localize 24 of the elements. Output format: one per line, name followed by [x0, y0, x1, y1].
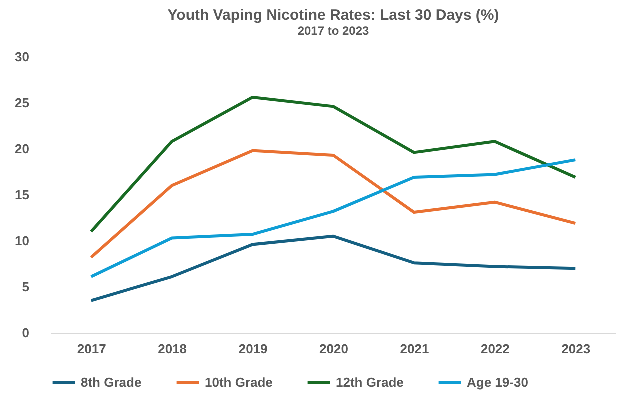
y-tick-label: 0: [22, 326, 30, 340]
x-tick-label: 2019: [238, 342, 268, 356]
legend-label: 10th Grade: [205, 375, 273, 390]
y-tick-label: 30: [15, 50, 30, 64]
x-tick-label: 2021: [400, 342, 430, 356]
x-tick-label: 2023: [562, 342, 591, 356]
legend-label: Age 19-30: [467, 375, 528, 390]
line-series: [90, 149, 578, 260]
x-tick-label: 2017: [77, 342, 106, 356]
y-tick-label: 20: [15, 142, 30, 156]
line-series: [90, 234, 578, 302]
line-series: [90, 96, 578, 234]
chart-title: Youth Vaping Nicotine Rates: Last 30 Days (%): [168, 7, 500, 24]
line-series: [90, 158, 578, 278]
chart-subtitle: 2017 to 2023: [298, 24, 370, 38]
x-tick-label: 2018: [158, 342, 188, 356]
x-tick-label: 2020: [320, 342, 348, 356]
y-tick-label: 10: [15, 234, 30, 248]
legend-label: 8th Grade: [81, 375, 142, 390]
y-tick-label: 15: [15, 188, 30, 202]
y-tick-label: 5: [22, 280, 30, 294]
y-tick-label: 25: [15, 96, 30, 110]
x-tick-label: 2022: [480, 342, 510, 356]
legend-label: 12th Grade: [336, 375, 404, 390]
